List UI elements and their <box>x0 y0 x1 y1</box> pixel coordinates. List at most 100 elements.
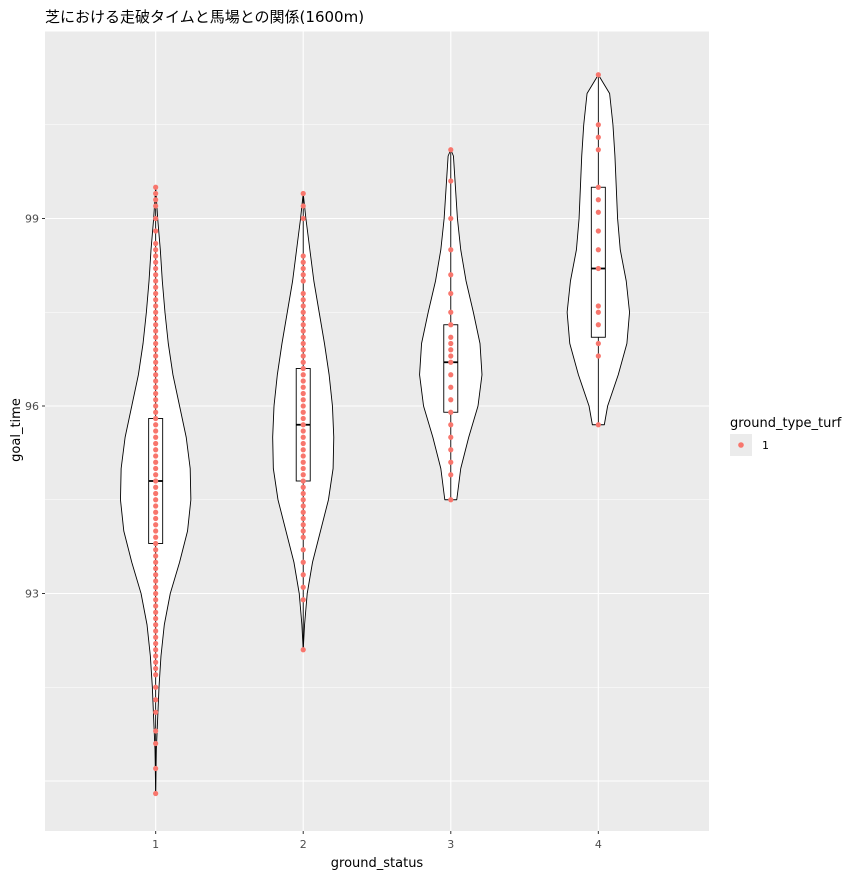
data-point <box>153 653 159 659</box>
data-point <box>153 440 159 447</box>
x-tick-label: 3 <box>447 838 454 851</box>
data-point <box>153 334 159 340</box>
data-point <box>153 590 159 597</box>
data-point <box>300 297 306 303</box>
y-axis: 93 96 99 <box>25 213 45 601</box>
data-point <box>300 490 306 497</box>
data-point <box>153 765 159 772</box>
data-point <box>300 472 306 478</box>
data-point <box>153 315 159 322</box>
data-point <box>448 290 454 297</box>
data-point <box>448 178 454 184</box>
data-point <box>300 372 306 378</box>
data-point <box>153 365 159 372</box>
data-point <box>300 415 306 422</box>
data-point <box>300 303 306 309</box>
data-point <box>595 322 601 328</box>
data-point <box>300 290 306 297</box>
data-point <box>300 572 306 578</box>
data-point <box>153 290 159 297</box>
data-point <box>153 522 159 528</box>
y-tick-label: 93 <box>25 588 39 601</box>
data-point <box>448 409 454 415</box>
data-point <box>153 490 159 497</box>
data-point <box>153 578 159 584</box>
x-tick-label: 4 <box>595 838 602 851</box>
y-tick-label: 96 <box>25 400 39 413</box>
data-point <box>153 603 159 609</box>
data-point <box>448 397 454 403</box>
data-point <box>153 534 159 540</box>
data-point <box>448 372 454 378</box>
data-point <box>300 190 306 197</box>
data-point <box>153 709 159 715</box>
data-point <box>448 434 454 440</box>
data-point <box>153 740 159 747</box>
legend-label: 1 <box>762 439 769 452</box>
data-point <box>153 284 159 290</box>
data-point <box>595 209 601 215</box>
data-point <box>153 628 159 634</box>
data-point <box>595 353 601 359</box>
data-point <box>448 147 454 153</box>
data-point <box>595 303 601 309</box>
data-point <box>153 228 159 234</box>
data-point <box>153 509 159 515</box>
data-point <box>153 378 159 384</box>
x-axis: 1 2 3 4 <box>152 831 602 851</box>
data-point <box>153 634 159 640</box>
x-axis-title: ground_status <box>331 856 424 871</box>
data-point <box>448 353 454 359</box>
data-point <box>153 565 159 572</box>
data-point <box>153 309 159 315</box>
data-point <box>300 428 306 434</box>
data-point <box>448 422 454 428</box>
data-point <box>300 497 306 503</box>
data-point <box>153 272 159 278</box>
data-point <box>448 215 454 222</box>
data-point <box>300 534 306 540</box>
data-point <box>153 372 159 378</box>
data-point <box>153 503 159 509</box>
data-point <box>448 334 454 340</box>
legend: ground_type_turf 1 <box>730 416 842 456</box>
data-point <box>300 528 306 534</box>
data-point <box>300 353 306 359</box>
data-point <box>153 547 159 553</box>
data-point <box>153 303 159 309</box>
data-point <box>300 265 306 272</box>
data-point <box>153 240 159 247</box>
data-point <box>153 553 159 559</box>
data-point <box>153 403 159 409</box>
data-point <box>153 328 159 334</box>
data-point <box>153 322 159 328</box>
data-point <box>300 434 306 440</box>
data-point <box>153 528 159 534</box>
data-point <box>153 459 159 465</box>
chart-title: 芝における走破タイムと馬場との関係(1600m) <box>45 8 364 26</box>
data-point <box>300 478 306 484</box>
data-point <box>595 72 601 78</box>
legend-key-point <box>738 442 744 448</box>
data-point <box>300 340 306 347</box>
data-point <box>448 340 454 347</box>
data-point <box>153 684 159 690</box>
data-point <box>153 253 159 259</box>
data-point <box>153 409 159 415</box>
y-axis-title: goal_time <box>9 398 24 462</box>
data-point <box>300 359 306 365</box>
data-point <box>153 478 159 484</box>
data-point <box>153 247 159 253</box>
data-point <box>595 265 601 272</box>
data-point <box>153 559 159 565</box>
data-point <box>153 197 159 203</box>
data-point <box>300 465 306 472</box>
data-point <box>153 597 159 603</box>
data-point <box>153 497 159 503</box>
data-point <box>153 353 159 359</box>
data-point <box>595 147 601 153</box>
data-point <box>300 503 306 509</box>
data-point <box>153 572 159 578</box>
data-point <box>448 384 454 390</box>
